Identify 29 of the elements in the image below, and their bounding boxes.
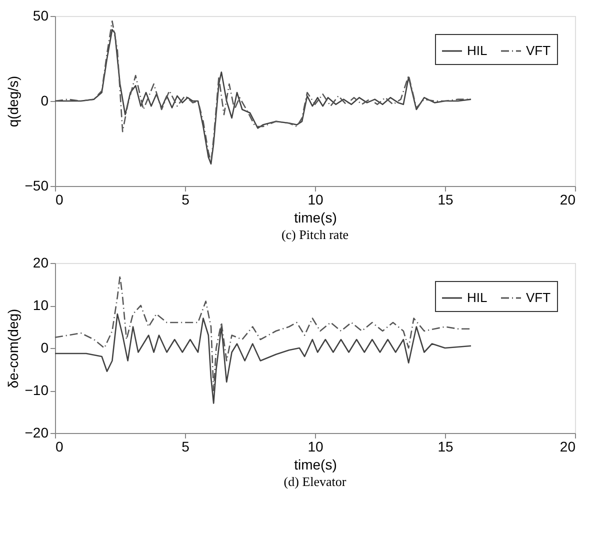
x-tick-label: 0 bbox=[56, 438, 64, 454]
x-tick-label: 10 bbox=[308, 192, 324, 208]
legend-label: VFT bbox=[526, 290, 551, 305]
x-tick-label: 15 bbox=[438, 192, 454, 208]
y-tick-label: 0 bbox=[40, 340, 49, 356]
y-tick-label: −20 bbox=[24, 424, 49, 440]
y-axis-title: δe-com(deg) bbox=[4, 308, 21, 388]
legend-label: VFT bbox=[526, 43, 551, 58]
x-tick-label: 10 bbox=[308, 438, 324, 454]
text: (c) Pitch rate bbox=[281, 227, 349, 242]
line-series bbox=[54, 313, 472, 404]
x-tick-label: 20 bbox=[560, 192, 576, 208]
legend-label: HIL bbox=[467, 43, 488, 58]
y-tick-label: 50 bbox=[32, 8, 49, 24]
x-tick-label: 5 bbox=[182, 192, 190, 208]
y-tick-label: −10 bbox=[24, 382, 49, 398]
y-tick-label: −50 bbox=[24, 178, 49, 194]
x-tick-label: 0 bbox=[56, 192, 64, 208]
x-axis-title: time(s) bbox=[294, 456, 337, 472]
x-axis-title: time(s) bbox=[294, 210, 337, 226]
y-axis-title: q(deg/s) bbox=[4, 76, 21, 128]
y-tick-label: 0 bbox=[40, 92, 49, 108]
x-tick-label: 20 bbox=[560, 438, 576, 454]
legend-label: HIL bbox=[467, 290, 488, 305]
x-tick-label: 5 bbox=[182, 438, 190, 454]
x-tick-label: 15 bbox=[438, 438, 454, 454]
y-tick-label: 20 bbox=[32, 254, 49, 270]
text: (d) Elevator bbox=[284, 474, 347, 489]
y-tick-label: 10 bbox=[32, 297, 49, 313]
